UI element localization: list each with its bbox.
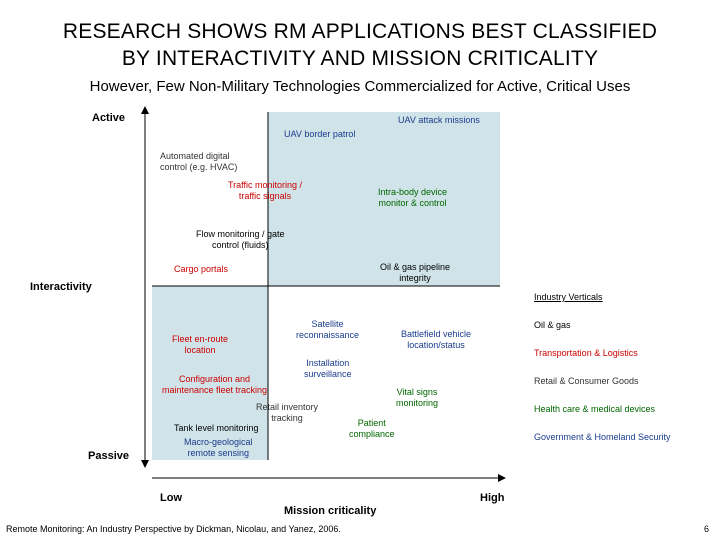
label-vital-signs: Vital signs monitoring [396,387,439,408]
x-axis-low-label: Low [160,492,182,504]
title-line-2: BY INTERACTIVITY AND MISSION CRITICALITY [121,47,599,70]
label-installation-surveillance: Installation surveillance [304,358,352,379]
legend-transportation: Transportation & Logistics [534,348,638,358]
label-intrabody-device: Intra-body device monitor & control [378,187,448,208]
label-tank-level: Tank level monitoring [174,423,259,433]
legend-government: Government & Homeland Security [534,432,671,442]
y-axis-active-label: Active [92,112,126,124]
y-axis-passive-label: Passive [88,450,129,462]
y-axis-arrow-top [141,106,149,114]
label-uav-attack: UAV attack missions [398,115,480,125]
x-axis-arrow-right [498,474,506,482]
label-cargo-portals: Cargo portals [174,264,229,274]
label-flow-monitoring: Flow monitoring / gate control (fluids) [196,229,285,250]
legend-oil-gas: Oil & gas [534,320,571,330]
label-battlefield-vehicle: Battlefield vehicle location/status [401,329,472,350]
label-satellite-reconnaissance: Satellite reconnaissance [296,319,360,340]
y-axis-title: Interactivity [30,281,92,293]
label-uav-border: UAV border patrol [284,129,356,139]
quadrant-bottom-left [152,286,268,460]
y-axis-arrow-bottom [141,460,149,468]
label-fleet-en-route: Fleet en-route location [172,334,229,355]
label-automated-control: Automated digital control (e.g. HVAC) [160,151,238,172]
label-configuration-maintenance: Configuration and maintenance fleet trac… [162,374,268,395]
slide-subtitle: However, Few Non-Military Technologies C… [89,78,631,95]
label-traffic-monitoring: Traffic monitoring / traffic signals [228,180,303,201]
label-macro-geological: Macro-geological remote sensing [184,437,253,458]
label-patient-compliance: Patient compliance [349,418,395,439]
title-line-1: RESEARCH SHOWS RM APPLICATIONS BEST CLAS… [62,20,658,43]
legend-title: Industry Verticals [534,292,603,302]
x-axis-title: Mission criticality [284,505,377,517]
quadrant-top-right [268,112,500,286]
label-retail-inventory: Retail inventory tracking [256,402,319,423]
legend-retail: Retail & Consumer Goods [534,376,639,386]
slide-title: RESEARCH SHOWS RM APPLICATIONS BEST CLAS… [0,18,720,72]
footer-source: Remote Monitoring: An Industry Perspecti… [6,524,341,534]
legend-health-care: Health care & medical devices [534,404,656,414]
x-axis-high-label: High [480,492,505,504]
label-oil-gas-pipeline: Oil & gas pipeline integrity [380,262,451,283]
page-number: 6 [704,524,710,534]
